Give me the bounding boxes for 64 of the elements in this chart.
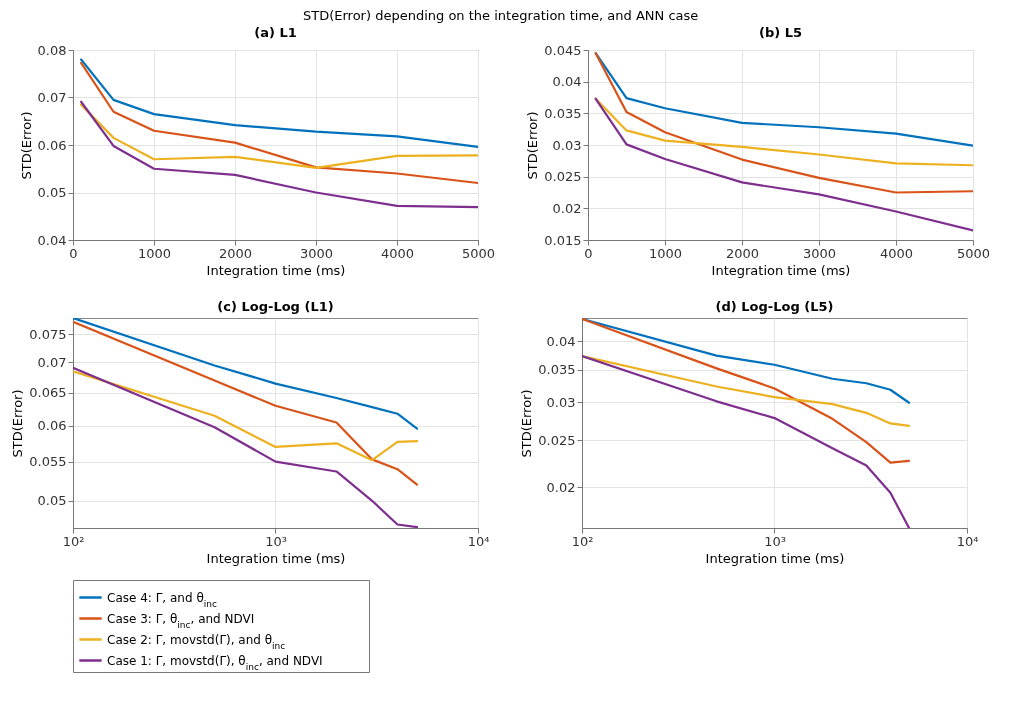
y-tick-label: 0.025	[538, 432, 576, 448]
x-tick-label: 4000	[879, 245, 914, 261]
x-axis-title: Integration time (ms)	[705, 550, 845, 566]
x-tick-label: 3000	[802, 245, 837, 261]
y-tick-label: 0.02	[546, 479, 576, 495]
legend-label: Case 1: Γ, movstd(Γ), θ$_{inc}$, and NDVI	[107, 653, 323, 672]
x-tick-label: 4000	[380, 245, 415, 261]
line-series	[80, 58, 478, 148]
line-series	[594, 52, 973, 194]
y-tick-label: 0.055	[29, 454, 67, 470]
x-tick-label: 5000	[956, 245, 991, 261]
x-tick-label: 3000	[299, 245, 334, 261]
y-axis-title: STD(Error)	[18, 111, 34, 180]
chart-title: (d) Log-Log (L5)	[715, 299, 834, 314]
y-tick-label: 0.02	[552, 200, 582, 216]
legend-label: Case 2: Γ, movstd(Γ), and θ$_{inc}$	[107, 632, 286, 651]
x-tick-label: 5000	[461, 245, 496, 261]
y-tick-label: 0.05	[37, 493, 67, 509]
x-tick-label: 10²	[571, 533, 594, 549]
x-tick-label: 10²	[62, 533, 85, 549]
x-axis-title: Integration time (ms)	[206, 262, 346, 278]
x-tick-label: 2000	[218, 245, 253, 261]
y-tick-label: 0.06	[37, 137, 67, 153]
x-axis-title: Integration time (ms)	[206, 550, 346, 566]
y-tick-label: 0.05	[37, 185, 67, 200]
y-tick-label: 0.07	[37, 354, 67, 370]
x-tick-label: 10⁴	[467, 533, 490, 549]
y-tick-label: 0.03	[546, 394, 576, 410]
x-tick-label: 0	[69, 245, 78, 261]
y-tick-label: 0.07	[37, 90, 67, 105]
x-tick-label: 10³	[265, 533, 287, 549]
y-tick-label: 0.08	[37, 42, 67, 58]
y-tick-label: 0.015	[544, 232, 582, 248]
y-tick-label: 0.06	[37, 418, 67, 434]
x-tick-label: 1000	[648, 245, 683, 261]
y-tick-label: 0.04	[546, 333, 576, 349]
y-tick-label: 0.035	[538, 362, 576, 378]
legend-label: Case 4: Γ, and θ$_{inc}$	[107, 590, 217, 609]
x-tick-label: 0	[584, 245, 593, 261]
y-tick-label: 0.035	[544, 105, 582, 121]
x-tick-label: 2000	[725, 245, 760, 261]
y-tick-label: 0.025	[544, 169, 582, 185]
chart-title: (a) L1	[254, 25, 297, 40]
y-tick-label: 0.065	[29, 385, 67, 401]
y-tick-label: 0.045	[544, 42, 582, 58]
line-series	[80, 61, 478, 185]
y-tick-label: 0.03	[552, 137, 582, 153]
chart-title: (b) L5	[758, 25, 803, 40]
y-axis-title: STD(Error)	[10, 389, 26, 458]
y-tick-label: 0.04	[552, 74, 582, 90]
x-tick-label: 10⁴	[956, 533, 979, 549]
legend-label: Case 3: Γ, θ$_{inc}$, and NDVI	[107, 611, 255, 630]
x-tick-label: 1000	[137, 245, 172, 261]
y-axis-title: STD(Error)	[519, 389, 535, 458]
y-tick-label: 0.075	[29, 326, 67, 342]
line-series	[594, 97, 973, 232]
line-series	[80, 103, 478, 169]
y-axis-title: STD(Error)	[525, 111, 541, 180]
chart-title: (c) Log-Log (L1)	[217, 299, 334, 314]
x-axis-title: Integration time (ms)	[711, 262, 851, 278]
x-tick-label: 10³	[764, 533, 786, 549]
line-series	[80, 100, 478, 209]
text: STD(Error) depending on the integration time, and ANN case	[303, 7, 699, 23]
y-tick-label: 0.04	[37, 232, 67, 248]
